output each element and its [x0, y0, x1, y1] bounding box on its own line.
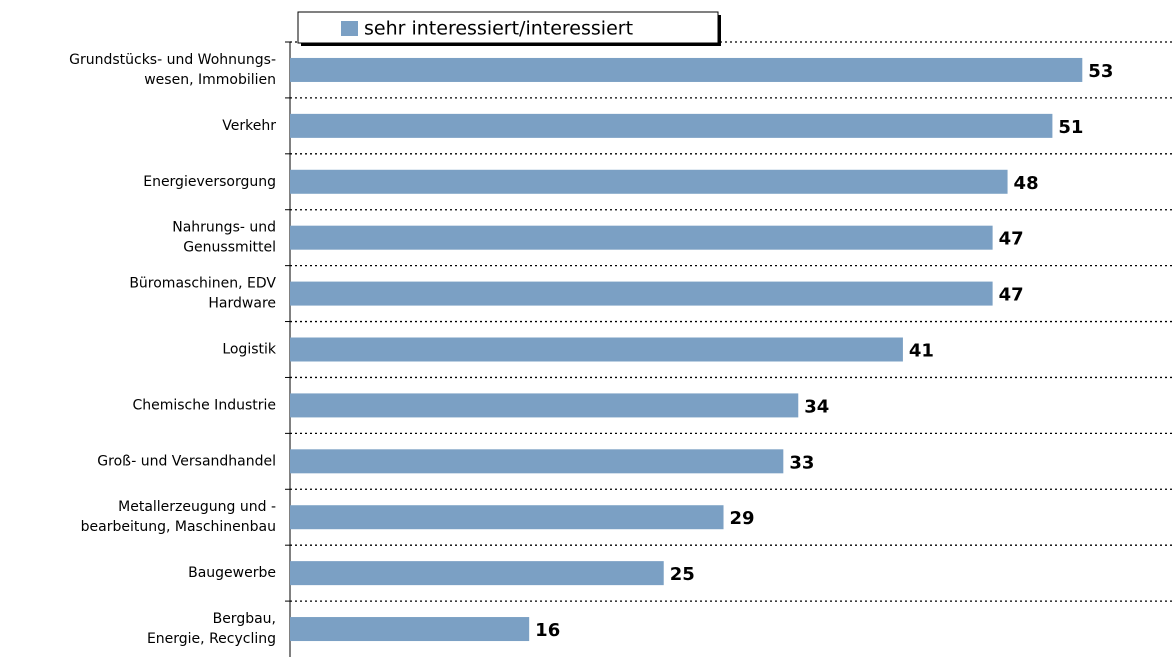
category-label: Energieversorgung — [143, 174, 276, 190]
bar — [290, 57, 1083, 82]
category-label: Nahrungs- und — [172, 220, 276, 236]
category-label: bearbeitung, Maschinenbau — [81, 519, 276, 535]
bar — [290, 169, 1008, 194]
bar — [290, 393, 799, 418]
value-label: 53 — [1088, 61, 1113, 82]
category-label: Energie, Recycling — [147, 631, 276, 647]
value-label: 33 — [789, 452, 814, 473]
category-label: Logistik — [222, 342, 277, 358]
value-label: 51 — [1058, 117, 1083, 138]
category-label: Chemische Industrie — [132, 397, 276, 413]
category-label: Büromaschinen, EDV — [129, 276, 276, 292]
category-label: Genussmittel — [183, 240, 276, 256]
value-label: 48 — [1014, 173, 1039, 194]
value-label: 34 — [804, 396, 829, 417]
value-label: 47 — [999, 285, 1024, 306]
category-label: Baugewerbe — [188, 565, 276, 581]
category-label: Metallerzeugung und - — [118, 499, 276, 515]
bar — [290, 617, 530, 642]
category-label: Groß- und Versandhandel — [97, 453, 276, 469]
value-label: 25 — [670, 564, 695, 585]
legend-box — [297, 11, 719, 44]
legend-swatch — [341, 21, 358, 36]
category-label: Verkehr — [222, 118, 276, 134]
value-label: 29 — [730, 508, 755, 529]
bar — [290, 505, 724, 530]
category-label: Bergbau, — [213, 611, 276, 627]
category-label: wesen, Immobilien — [144, 72, 276, 88]
bar — [290, 561, 664, 586]
category-label: Grundstücks- und Wohnungs- — [69, 52, 276, 68]
value-label: 47 — [999, 229, 1024, 250]
value-label: 16 — [535, 620, 560, 641]
bar — [290, 281, 993, 306]
bar — [290, 225, 993, 250]
category-label: Hardware — [208, 296, 276, 312]
bar — [290, 449, 784, 474]
bar — [290, 337, 903, 362]
value-label: 41 — [909, 341, 934, 362]
bar — [290, 113, 1053, 138]
legend-label: sehr interessiert/interessiert — [364, 18, 633, 40]
